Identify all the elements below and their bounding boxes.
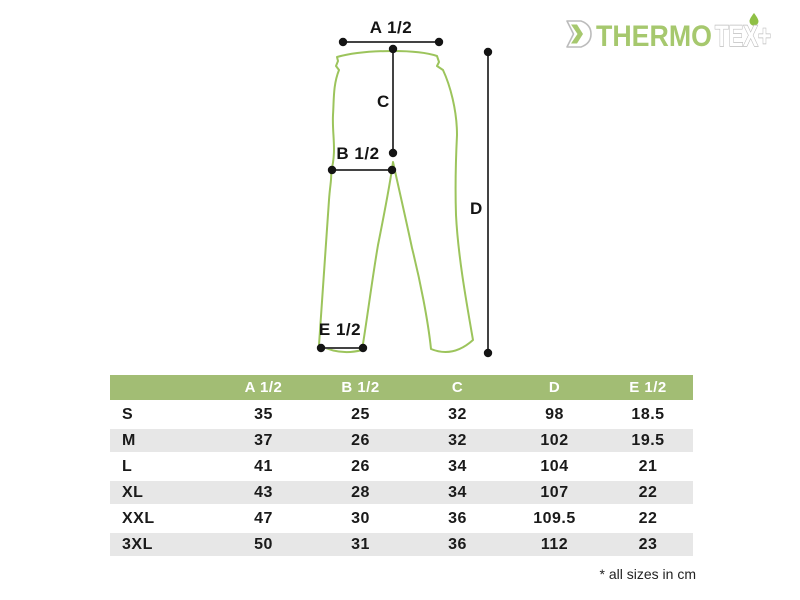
label-a-half: A 1/2 xyxy=(369,18,413,37)
size-table: A 1/2 B 1/2 C D E 1/2 S 35 25 32 98 18.5… xyxy=(110,375,693,556)
value-cell: 28 xyxy=(312,478,409,506)
value-cell: 25 xyxy=(312,400,409,428)
value-cell: 30 xyxy=(312,504,409,532)
size-label: S xyxy=(110,400,215,428)
brand-d-arrow-icon xyxy=(566,20,592,48)
value-cell: 43 xyxy=(215,478,312,506)
size-table-header-row: A 1/2 B 1/2 C D E 1/2 xyxy=(110,375,693,402)
table-row-m: M 37 26 32 102 19.5 xyxy=(110,426,693,454)
label-d: D xyxy=(470,199,483,218)
value-cell: 26 xyxy=(312,426,409,454)
value-cell: 22 xyxy=(603,478,693,506)
table-row-3xl: 3XL 50 31 36 112 23 xyxy=(110,530,693,556)
value-cell: 36 xyxy=(409,504,506,532)
value-cell: 23 xyxy=(603,530,693,556)
value-cell: 22 xyxy=(603,504,693,532)
label-c: C xyxy=(377,92,390,111)
value-cell: 41 xyxy=(215,452,312,480)
measurement-lines xyxy=(321,41,489,353)
value-cell: 32 xyxy=(409,400,506,428)
value-cell: 36 xyxy=(409,530,506,556)
value-cell: 34 xyxy=(409,478,506,506)
size-label: XL xyxy=(110,478,215,506)
value-cell: 109.5 xyxy=(506,504,603,532)
table-row-l: L 41 26 34 104 21 xyxy=(110,452,693,480)
value-cell: 26 xyxy=(312,452,409,480)
value-cell: 34 xyxy=(409,452,506,480)
brand-text-thermo: THERMO xyxy=(596,20,712,53)
table-row-s: S 35 25 32 98 18.5 xyxy=(110,400,693,428)
value-cell: 98 xyxy=(506,400,603,428)
value-cell: 50 xyxy=(215,530,312,556)
header-d: D xyxy=(506,375,603,402)
header-size xyxy=(110,375,215,402)
value-cell: 112 xyxy=(506,530,603,556)
value-cell: 18.5 xyxy=(603,400,693,428)
size-label: M xyxy=(110,426,215,454)
value-cell: 107 xyxy=(506,478,603,506)
measurement-dots xyxy=(316,37,493,358)
units-footnote: * all sizes in cm xyxy=(599,566,696,582)
size-label: 3XL xyxy=(110,530,215,556)
brand-text-tex-plus: TEX+ xyxy=(715,20,771,53)
leaf-droplet-icon xyxy=(749,13,759,26)
value-cell: 21 xyxy=(603,452,693,480)
header-c: C xyxy=(409,375,506,402)
header-e-half: E 1/2 xyxy=(603,375,693,402)
size-label: XXL xyxy=(110,504,215,532)
value-cell: 32 xyxy=(409,426,506,454)
label-b-half: B 1/2 xyxy=(336,144,380,163)
size-label: L xyxy=(110,452,215,480)
value-cell: 31 xyxy=(312,530,409,556)
table-row-xl: XL 43 28 34 107 22 xyxy=(110,478,693,506)
value-cell: 37 xyxy=(215,426,312,454)
value-cell: 19.5 xyxy=(603,426,693,454)
value-cell: 104 xyxy=(506,452,603,480)
thermotex-logo: THERMO TEX+ xyxy=(566,13,772,54)
value-cell: 35 xyxy=(215,400,312,428)
value-cell: 47 xyxy=(215,504,312,532)
value-cell: 102 xyxy=(506,426,603,454)
header-b-half: B 1/2 xyxy=(312,375,409,402)
table-row-xxl: XXL 47 30 36 109.5 22 xyxy=(110,504,693,532)
pants-outline xyxy=(318,50,474,354)
header-a-half: A 1/2 xyxy=(215,375,312,402)
label-e-half: E 1/2 xyxy=(318,320,362,339)
